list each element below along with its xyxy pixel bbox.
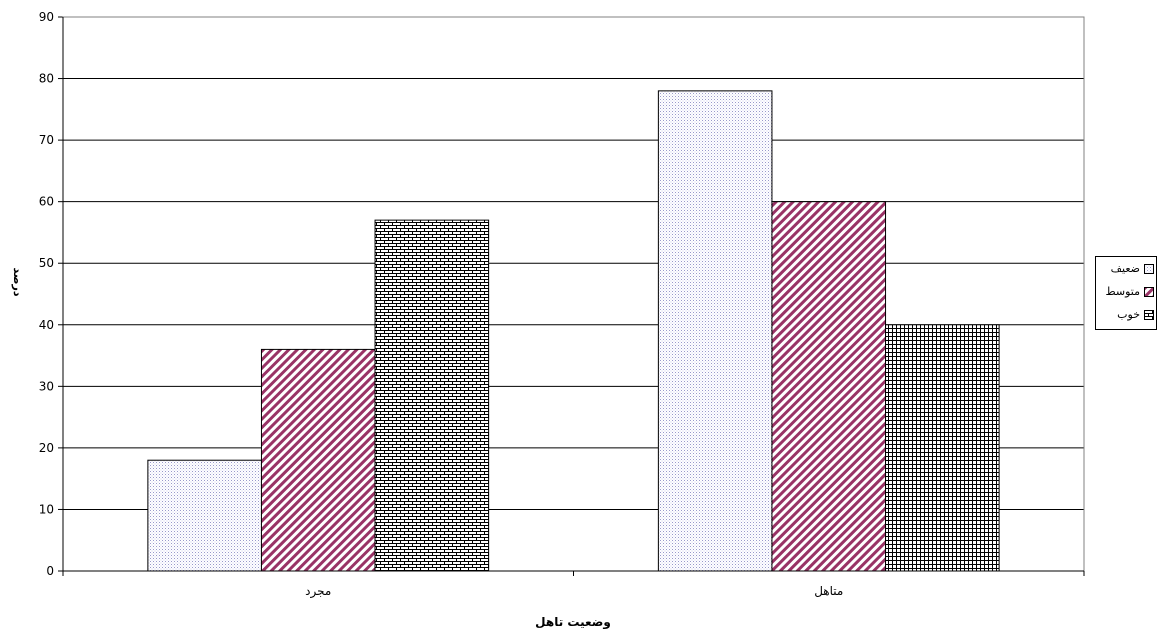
x-tick-label: متاهل [814, 584, 843, 598]
bar-2-1 [260, 348, 376, 572]
legend-label: متوسط [1105, 285, 1140, 298]
legend-label: خوب [1117, 308, 1140, 321]
bar-3-2 [885, 324, 1000, 572]
legend-swatch-diagonal [1144, 287, 1154, 297]
bar-1-2 [657, 90, 773, 572]
y-tick-label: 30 [39, 379, 54, 393]
bar-2-2 [771, 201, 887, 572]
legend-item-weak: ضعيف [1100, 262, 1156, 277]
y-tick-label: 90 [39, 10, 54, 24]
x-axis-label: وضعيت تاهل [535, 615, 611, 630]
y-tick-label: 60 [39, 195, 54, 209]
legend-item-medium: متوسط [1100, 285, 1156, 300]
legend-item-good: خوب [1100, 308, 1156, 323]
y-tick-label: 10 [39, 502, 54, 516]
legend-swatch-brick [1144, 310, 1154, 320]
y-tick-label: 0 [46, 564, 54, 578]
y-tick-label: 80 [39, 72, 54, 86]
x-tick-label: مجرد [305, 584, 331, 599]
y-tick-label: 20 [39, 441, 54, 455]
bar-1-1 [147, 459, 262, 572]
legend: ضعيف متوسط خوب [1095, 256, 1157, 330]
y-axis-label: درصد [11, 268, 24, 297]
legend-label: ضعيف [1110, 262, 1140, 275]
legend-swatch-dots [1144, 264, 1154, 274]
bar-3-1 [374, 219, 490, 572]
y-tick-label: 70 [39, 133, 54, 147]
y-tick-label: 50 [39, 256, 54, 270]
y-tick-label: 40 [39, 318, 54, 332]
